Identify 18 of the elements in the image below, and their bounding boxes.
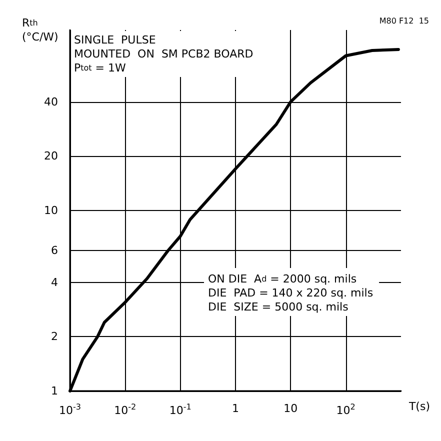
text: M80 F12 15 bbox=[379, 16, 429, 26]
annotation: SINGLE PULSE bbox=[74, 34, 156, 46]
annotation: ON DIE Ad = 2000 sq. mils bbox=[208, 272, 357, 286]
annotation: Ptot = 1W bbox=[74, 62, 126, 74]
annotation: DIE SIZE = 5000 sq. mils bbox=[208, 300, 349, 314]
y-axis-title: Rth (°C/W) bbox=[22, 16, 58, 44]
y-tick-label: 10 bbox=[44, 204, 58, 217]
y-tick-label: 4 bbox=[51, 276, 58, 289]
annotation: MOUNTED ON SM PCB2 BOARD bbox=[74, 48, 254, 60]
y-tick-label: 2 bbox=[51, 330, 58, 344]
y-tick-label: 6 bbox=[51, 244, 58, 258]
y-tick-label: 40 bbox=[44, 95, 58, 108]
annotation: DIE PAD = 140 x 220 sq. mils bbox=[208, 286, 374, 300]
y-tick-label: 1 bbox=[51, 384, 58, 398]
y-tick-label: 20 bbox=[44, 150, 58, 163]
x-axis-title: T(s) bbox=[408, 400, 430, 413]
x-tick-label: 10 bbox=[284, 402, 298, 415]
x-tick-label: 1 bbox=[232, 402, 239, 415]
